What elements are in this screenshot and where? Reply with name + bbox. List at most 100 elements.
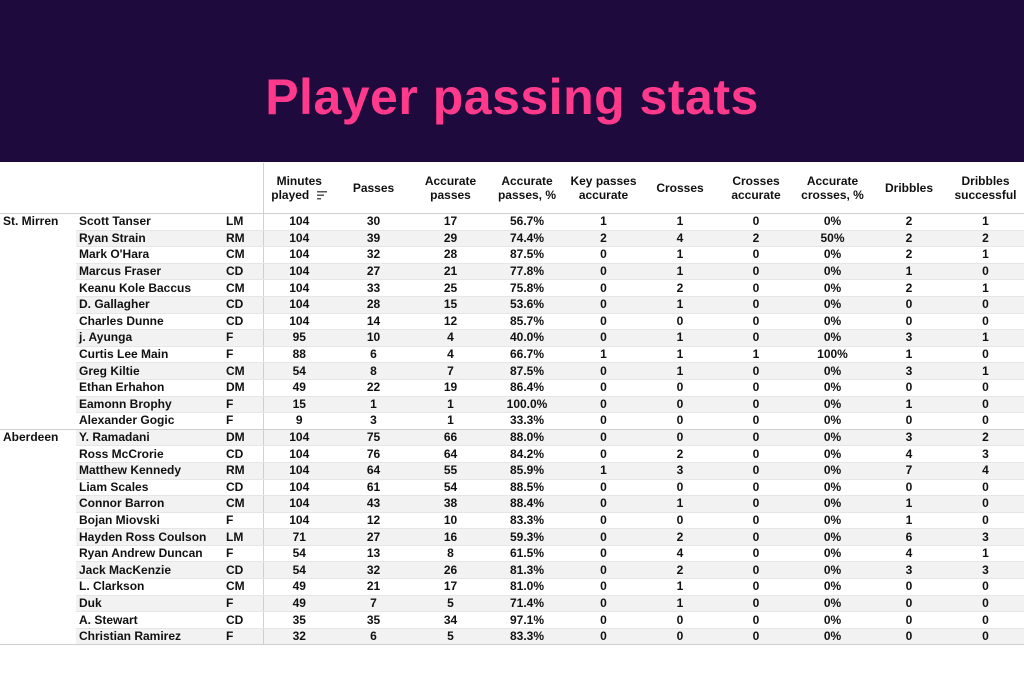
stat-cell: 19 [412,379,489,397]
stat-cell: 6 [871,528,947,546]
stat-cell: 43 [335,495,412,513]
player-name: Matthew Kennedy [76,462,223,480]
stat-cell: 0 [642,512,718,530]
player-position: F [223,396,263,414]
stat-cell: 3 [947,445,1024,463]
stat-cell: 1 [871,512,947,530]
stat-cell: 50% [794,230,871,248]
stat-cell: 0% [794,329,871,347]
stat-cell: 0 [718,313,794,331]
table-row: Greg Kiltie CM 54 8 7 87.5% 0 1 0 0% 3 1 [0,362,1024,380]
stat-cell: 1 [335,396,412,414]
player-name: Mark O'Hara [76,246,223,264]
position-column-header [223,163,263,214]
stat-cell: 3 [642,462,718,480]
stat-cell: 9 [262,412,335,430]
stat-cell: 0 [718,545,794,563]
stat-cell: 0% [794,279,871,297]
column-header-crosses-accurate[interactable]: Crosses accurate [718,163,794,214]
stat-cell: 29 [412,230,489,248]
stat-cell: 0 [565,495,642,513]
stat-cell: 0 [565,429,642,447]
stat-cell: 1 [412,412,489,430]
player-name: Christian Ramirez [76,628,223,646]
player-position: CD [223,263,263,281]
table-row: D. Gallagher CD 104 28 15 53.6% 0 1 0 0% 0 0 [0,296,1024,314]
stat-cell: 0% [794,628,871,646]
stat-cell: 100.0% [489,396,565,414]
column-header-accurate-crosses-pct[interactable]: Accurate crosses, % [794,163,871,214]
stat-cell: 0 [718,462,794,480]
stat-cell: 4 [947,462,1024,480]
column-header-minutes-played[interactable]: Minutes played [262,163,335,214]
stat-cell: 0 [871,595,947,613]
stat-cell: 88.4% [489,495,565,513]
player-name: Bojan Miovski [76,512,223,530]
table-row: Mark O'Hara CM 104 32 28 87.5% 0 1 0 0% 2 1 [0,246,1024,264]
stat-cell: 64 [335,462,412,480]
player-position: F [223,412,263,430]
table-row: Ethan Erhahon DM 49 22 19 86.4% 0 0 0 0% 0 0 [0,379,1024,397]
player-position: RM [223,230,263,248]
player-position: CD [223,445,263,463]
stat-cell: 0 [947,263,1024,281]
stat-cell: 27 [335,263,412,281]
player-name: Y. Ramadani [76,429,223,447]
stat-cell: 75 [335,429,412,447]
stat-cell: 0 [718,213,794,231]
column-header-accurate-passes-pct[interactable]: Accurate passes, % [489,163,565,214]
stat-cell: 0% [794,479,871,497]
column-header-dribbles[interactable]: Dribbles [871,163,947,214]
stat-cell: 85.7% [489,313,565,331]
stat-cell: 0 [947,313,1024,331]
player-name: A. Stewart [76,611,223,629]
player-column-header [76,163,223,214]
stat-cell: 0 [947,628,1024,646]
stat-cell: 0 [565,296,642,314]
stat-cell: 0% [794,362,871,380]
table-row: Eamonn Brophy F 15 1 1 100.0% 0 0 0 0% 1 0 [0,396,1024,414]
stat-cell: 0 [718,296,794,314]
stat-cell: 0 [718,578,794,596]
stat-cell: 0 [565,628,642,646]
stat-cell: 1 [642,329,718,347]
stat-cell: 1 [642,346,718,364]
stat-cell: 0 [642,429,718,447]
stat-cell: 104 [262,213,335,231]
stat-cell: 0% [794,495,871,513]
stat-cell: 39 [335,230,412,248]
player-name: Scott Tanser [76,213,223,231]
stat-cell: 1 [642,578,718,596]
column-header-passes[interactable]: Passes [335,163,412,214]
stat-cell: 3 [871,561,947,580]
stat-cell: 0 [871,628,947,646]
column-header-accurate-passes[interactable]: Accurate passes [412,163,489,214]
table-row: Keanu Kole Baccus CM 104 33 25 75.8% 0 2 0 0% 2 1 [0,279,1024,297]
column-header-dribbles-successful[interactable]: Dribbles successful [947,163,1024,214]
table-row: Ryan Andrew Duncan F 54 13 8 61.5% 0 4 0 0% 4 1 [0,545,1024,563]
sort-descending-icon[interactable] [317,191,328,200]
stat-cell: 59.3% [489,528,565,546]
stat-cell: 2 [718,230,794,248]
stat-cell: 0 [565,379,642,397]
stat-cell: 0% [794,611,871,629]
stat-cell: 35 [335,611,412,629]
player-position: CD [223,479,263,497]
column-header-crosses[interactable]: Crosses [642,163,718,214]
stat-cell: 0% [794,528,871,546]
player-name: Jack MacKenzie [76,561,223,580]
column-header-key-passes-accurate[interactable]: Key passes accurate [565,163,642,214]
stat-cell: 83.3% [489,628,565,646]
stat-cell: 104 [262,263,335,281]
stat-cell: 1 [871,346,947,364]
table-row: Bojan Miovski F 104 12 10 83.3% 0 0 0 0% 1 0 [0,512,1024,530]
table-row: Duk F 49 7 5 71.4% 0 1 0 0% 0 0 [0,595,1024,613]
stat-cell: 21 [335,578,412,596]
player-position: F [223,512,263,530]
stat-cell: 34 [412,611,489,629]
stat-cell: 0 [565,611,642,629]
stat-cell: 1 [871,263,947,281]
stat-cell: 1 [642,296,718,314]
stat-cell: 54 [262,545,335,563]
stat-cell: 1 [642,246,718,264]
